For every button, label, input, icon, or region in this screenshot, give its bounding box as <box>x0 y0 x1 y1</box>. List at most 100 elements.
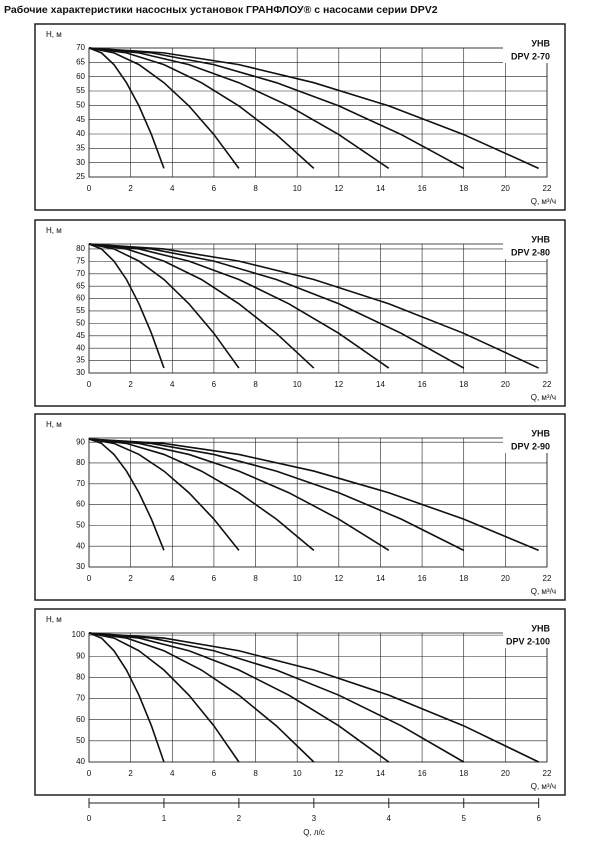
chart-label: УНВ <box>531 234 550 244</box>
y-tick-label: 40 <box>76 757 85 766</box>
y-tick-label: 90 <box>76 651 85 660</box>
x-tick-label: 6 <box>212 380 217 389</box>
x-tick-label: 4 <box>170 184 175 193</box>
curve <box>88 243 240 369</box>
curve <box>88 632 240 763</box>
flow-tick-label: 6 <box>536 814 541 823</box>
y-tick-label: 75 <box>76 256 85 265</box>
flow-axis-label: Q, л/с <box>303 828 325 837</box>
y-tick-label: 70 <box>76 694 85 703</box>
y-tick-label: 80 <box>76 673 85 682</box>
flow-tick-label: 5 <box>462 814 467 823</box>
panel <box>34 23 566 211</box>
x-tick-label: 8 <box>253 380 258 389</box>
y-tick-label: 70 <box>76 479 85 488</box>
x-tick-label: 20 <box>501 574 510 583</box>
y-tick-label: 45 <box>76 331 85 340</box>
x-tick-label: 2 <box>128 184 133 193</box>
y-tick-label: 45 <box>76 115 85 124</box>
x-tick-label: 10 <box>293 574 302 583</box>
curve <box>88 438 390 552</box>
y-tick-label: 70 <box>76 43 85 52</box>
x-tick-label: 6 <box>212 184 217 193</box>
x-tick-label: 2 <box>128 769 133 778</box>
y-axis-label: H, м <box>46 420 62 429</box>
y-tick-label: 60 <box>76 72 85 81</box>
chart-label: УНВ <box>531 38 550 48</box>
y-tick-label: 70 <box>76 269 85 278</box>
plot-area <box>88 243 548 374</box>
y-tick-label: 30 <box>76 158 85 167</box>
y-tick-label: 30 <box>76 368 85 377</box>
curve <box>88 632 390 763</box>
panel <box>34 608 566 796</box>
x-axis-label: Q, м³/ч <box>531 587 556 596</box>
x-tick-label: 10 <box>293 380 302 389</box>
curve <box>88 47 240 169</box>
label-bg <box>503 440 553 453</box>
curve <box>88 632 540 763</box>
x-tick-label: 18 <box>459 769 468 778</box>
y-tick-label: 50 <box>76 100 85 109</box>
y-tick-label: 65 <box>76 281 85 290</box>
curve <box>88 632 315 763</box>
x-tick-label: 12 <box>334 184 343 193</box>
label-bg <box>503 233 553 246</box>
label-bg <box>503 427 553 440</box>
curve <box>88 438 165 551</box>
curve <box>88 243 315 369</box>
y-tick-label: 40 <box>76 129 85 138</box>
flow-tick-label: 2 <box>237 814 242 823</box>
x-tick-label: 22 <box>543 380 552 389</box>
x-tick-label: 16 <box>418 380 427 389</box>
label-bg <box>503 37 553 50</box>
x-tick-label: 6 <box>212 574 217 583</box>
plot-area <box>88 47 548 178</box>
curve <box>88 243 465 369</box>
y-tick-label: 65 <box>76 57 85 66</box>
plot-area <box>88 437 548 568</box>
curve <box>88 47 390 170</box>
x-tick-label: 6 <box>212 769 217 778</box>
label-bg <box>503 635 553 648</box>
y-tick-label: 60 <box>76 500 85 509</box>
curve <box>88 47 540 170</box>
flow-tick-label: 3 <box>312 814 317 823</box>
x-tick-label: 20 <box>501 769 510 778</box>
y-tick-label: 55 <box>76 86 85 95</box>
y-tick-label: 35 <box>76 143 85 152</box>
y-axis-label: H, м <box>46 226 62 235</box>
y-axis-label: H, м <box>46 615 62 624</box>
y-tick-label: 25 <box>76 172 85 181</box>
curve <box>88 632 465 763</box>
x-tick-label: 22 <box>543 769 552 778</box>
x-tick-label: 16 <box>418 184 427 193</box>
x-tick-label: 18 <box>459 380 468 389</box>
y-tick-label: 50 <box>76 318 85 327</box>
x-axis-label: Q, м³/ч <box>531 782 556 791</box>
chart-label: DPV 2-90 <box>511 441 550 451</box>
x-tick-label: 12 <box>334 380 343 389</box>
x-tick-label: 0 <box>87 574 92 583</box>
x-axis-label: Q, м³/ч <box>531 197 556 206</box>
curve <box>88 438 315 551</box>
x-tick-label: 2 <box>128 380 133 389</box>
x-tick-label: 10 <box>293 769 302 778</box>
chart-label: УНВ <box>531 428 550 438</box>
y-tick-label: 35 <box>76 356 85 365</box>
x-tick-label: 20 <box>501 184 510 193</box>
y-tick-label: 100 <box>72 630 86 639</box>
chart-label: DPV 2-80 <box>511 247 550 257</box>
page-title: Рабочие характеристики насосных установо… <box>4 4 438 16</box>
x-tick-label: 14 <box>376 184 385 193</box>
x-tick-label: 8 <box>253 574 258 583</box>
flow-tick-label: 0 <box>87 814 92 823</box>
x-tick-label: 0 <box>87 380 92 389</box>
panel <box>34 413 566 601</box>
x-axis-label: Q, м³/ч <box>531 393 556 402</box>
x-tick-label: 0 <box>87 769 92 778</box>
y-tick-label: 40 <box>76 343 85 352</box>
chart-label: УНВ <box>531 623 550 633</box>
x-tick-label: 18 <box>459 574 468 583</box>
